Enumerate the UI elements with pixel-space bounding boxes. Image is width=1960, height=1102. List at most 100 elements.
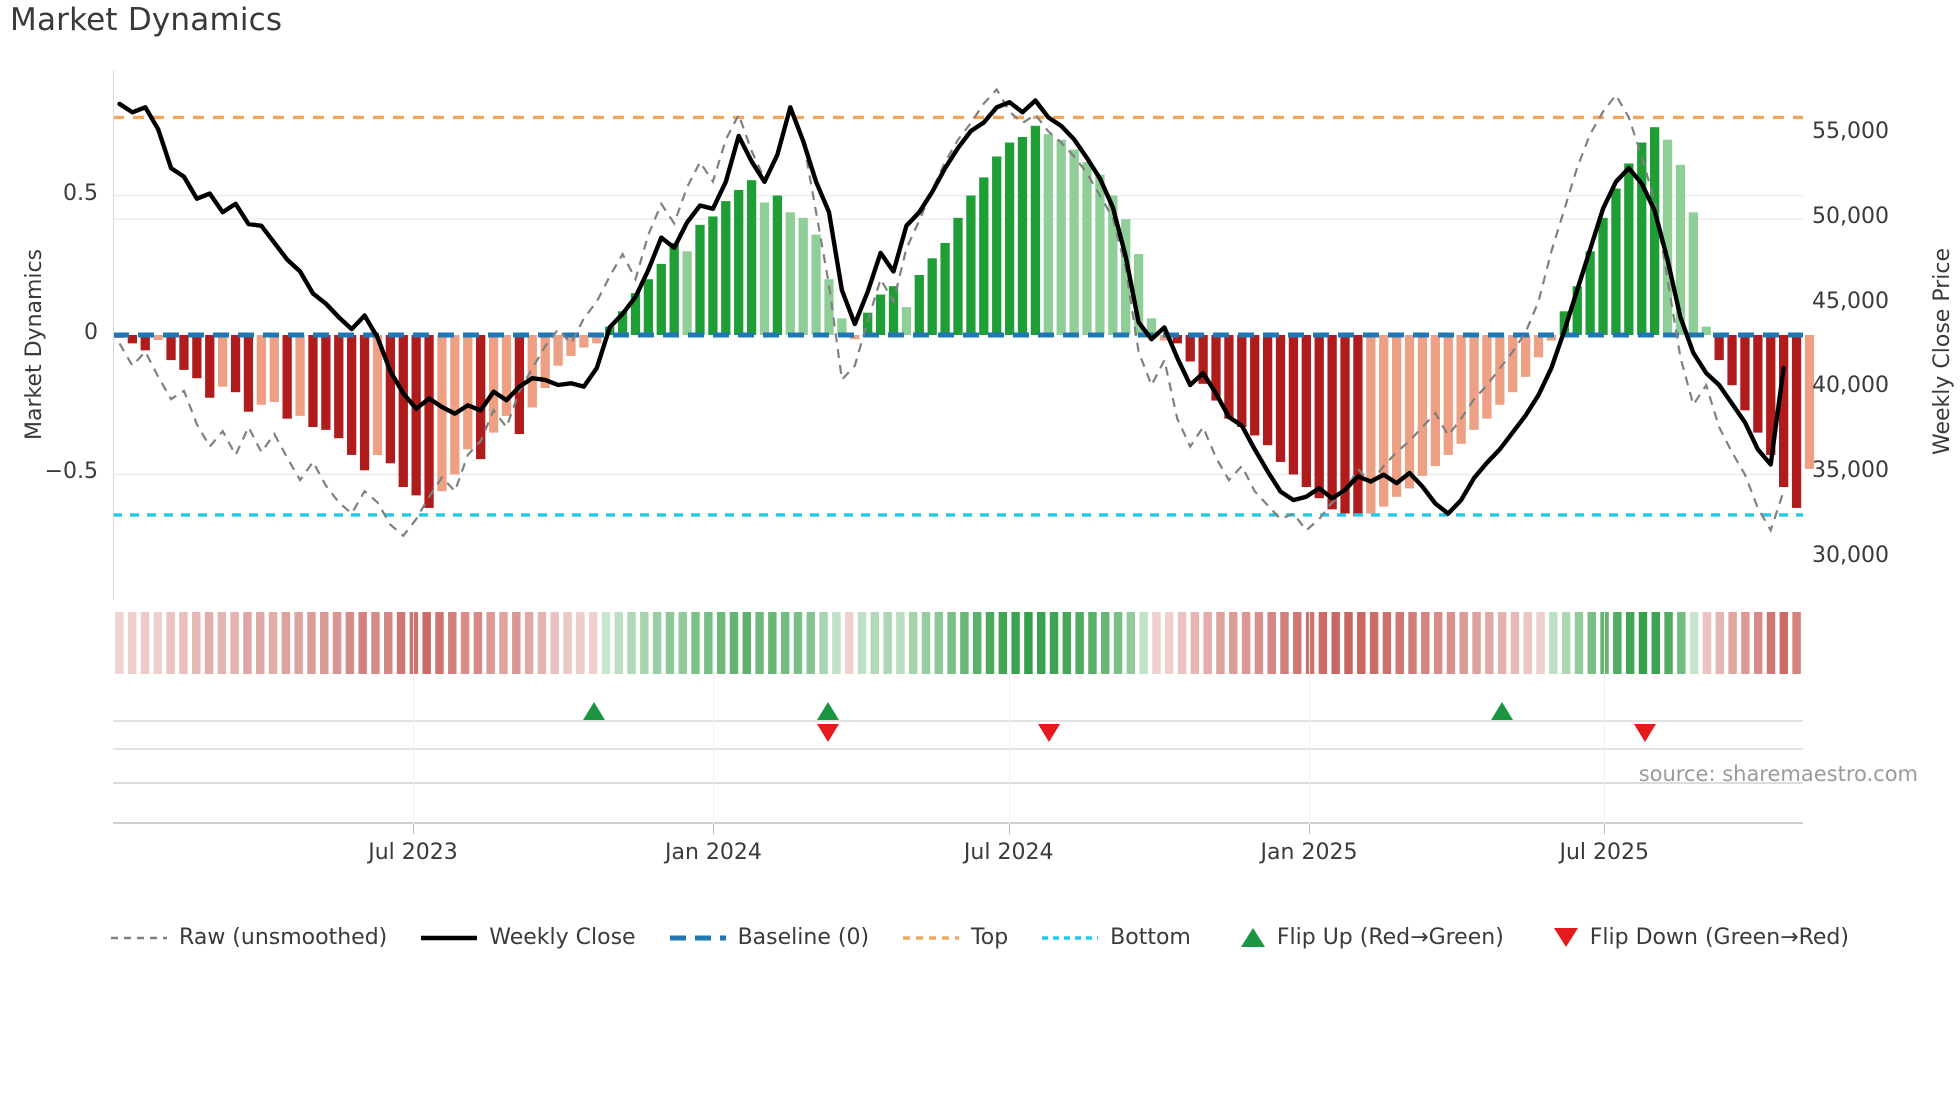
heatmap-cell	[1625, 612, 1635, 674]
dynamics-bar	[1456, 335, 1466, 444]
heatmap-cell	[1753, 612, 1763, 674]
dynamics-bar	[192, 335, 202, 379]
y-axis-spine	[113, 70, 114, 600]
dynamics-bar	[1314, 335, 1324, 499]
dynamics-bar	[450, 335, 460, 475]
dynamics-bar	[1559, 311, 1569, 335]
dynamics-bar	[734, 189, 744, 335]
main-chart-plot	[113, 70, 1815, 600]
legend-item-green-up-triangle[interactable]: Flip Up (Red→Green)	[1225, 925, 1504, 950]
heatmap-cell	[780, 612, 790, 674]
heatmap-cell	[1280, 612, 1289, 674]
heatmap-cell	[1574, 612, 1584, 674]
heatmap-cell	[1715, 612, 1725, 674]
heatmap-cell	[1651, 612, 1660, 674]
heatmap-cell	[1254, 612, 1264, 674]
dynamics-bar	[708, 216, 718, 335]
dynamics-bar	[772, 195, 783, 335]
dynamics-bar	[1133, 254, 1144, 335]
heatmap-cell	[1139, 612, 1148, 674]
heatmap-cell	[972, 612, 982, 674]
right-tick-label: 50,000	[1812, 204, 1889, 229]
dynamics-bar	[1185, 335, 1195, 362]
dynamics-bar	[218, 335, 228, 387]
raw-unsmoothed-line	[118, 87, 1785, 538]
heatmap-cell	[345, 612, 355, 674]
dynamics-bar	[721, 201, 731, 335]
heatmap-cell	[1062, 612, 1072, 674]
dynamics-bar	[205, 335, 215, 398]
dynamics-bar	[1030, 125, 1041, 335]
dynamics-bar	[785, 212, 795, 335]
heatmap-cell	[1779, 612, 1789, 674]
heatmap-cell	[1728, 612, 1737, 674]
right-axis-title: Weekly Close Price	[1930, 248, 1955, 455]
heatmap-cell	[1075, 612, 1084, 674]
dynamics-bar	[927, 258, 937, 335]
dynamics-bar	[1714, 335, 1724, 361]
dynamics-bar	[230, 335, 241, 393]
heatmap-cell	[307, 612, 316, 674]
legend-label: Flip Down (Green→Red)	[1589, 925, 1849, 950]
heatmap-cell	[435, 612, 444, 674]
legend-label: Baseline (0)	[737, 925, 870, 950]
heatmap-cell	[1664, 612, 1673, 674]
heatmap-cell	[601, 612, 611, 674]
x-tick-label: Jul 2025	[1559, 840, 1650, 865]
dynamics-bar	[901, 307, 912, 335]
heatmap-cell	[1741, 612, 1750, 674]
heatmap-cell	[153, 612, 163, 674]
dynamics-bar	[140, 335, 150, 351]
heatmap-cell	[896, 612, 905, 674]
heatmap-cell	[1510, 612, 1520, 674]
dynamics-bar	[888, 286, 899, 335]
heatmap-cell	[1421, 612, 1430, 674]
x-tick	[1008, 824, 1010, 834]
heatmap-cell	[563, 612, 572, 674]
heatmap-cell	[716, 612, 726, 674]
heatmap-cell	[230, 612, 239, 674]
flip-up-marker	[817, 702, 840, 720]
dynamics-bar	[630, 293, 641, 335]
heatmap-cell	[1523, 612, 1532, 674]
dynamics-bar	[850, 335, 860, 340]
heatmap-cell	[268, 612, 278, 674]
legend-item-dashed-orange-line[interactable]: Top	[903, 925, 1008, 950]
heatmap-cell	[832, 612, 841, 674]
heatmap-cell	[460, 612, 470, 674]
legend-item-dashed-cyan-line[interactable]: Bottom	[1042, 925, 1191, 950]
legend-label: Weekly Close	[489, 925, 636, 950]
heatmap-cell	[537, 612, 547, 674]
legend-item-dashed-blue-line[interactable]: Baseline (0)	[669, 925, 870, 950]
flip-down-marker	[817, 724, 840, 742]
heatmap-cell	[1318, 612, 1328, 674]
heatmap-cell	[998, 612, 1008, 674]
right-tick-label: 40,000	[1812, 373, 1889, 399]
dynamics-bar	[347, 335, 357, 455]
dynamics-bar	[1340, 335, 1350, 514]
heatmap-cell	[358, 612, 367, 674]
legend-item-solid-black-line[interactable]: Weekly Close	[421, 925, 636, 950]
dynamics-bar	[1701, 326, 1711, 335]
dynamics-bar	[411, 335, 421, 496]
dynamics-bar	[966, 195, 976, 335]
chart-canvas	[113, 87, 1815, 538]
heatmap-cell	[1472, 612, 1481, 674]
dynamics-bar	[1082, 162, 1092, 335]
heatmap-cell	[1702, 612, 1712, 674]
dynamics-bar	[1779, 335, 1789, 488]
legend-item-dashed-grey-line[interactable]: Raw (unsmoothed)	[111, 925, 387, 950]
legend-item-red-down-triangle[interactable]: Flip Down (Green→Red)	[1538, 925, 1849, 950]
dynamics-bar	[1688, 212, 1698, 335]
dynamics-bar	[1327, 335, 1337, 510]
heatmap-cell	[448, 612, 457, 674]
heatmap-cell	[908, 612, 918, 674]
dashed-cyan-line-icon	[1042, 929, 1099, 947]
dynamics-bar	[321, 335, 331, 430]
heatmap-cell	[332, 612, 342, 674]
left-tick-label: 0.5	[63, 180, 98, 206]
x-gridline	[1604, 612, 1606, 824]
dynamics-bar	[1275, 335, 1286, 462]
heatmap-cell	[1395, 612, 1404, 674]
dynamics-bar	[372, 335, 383, 455]
